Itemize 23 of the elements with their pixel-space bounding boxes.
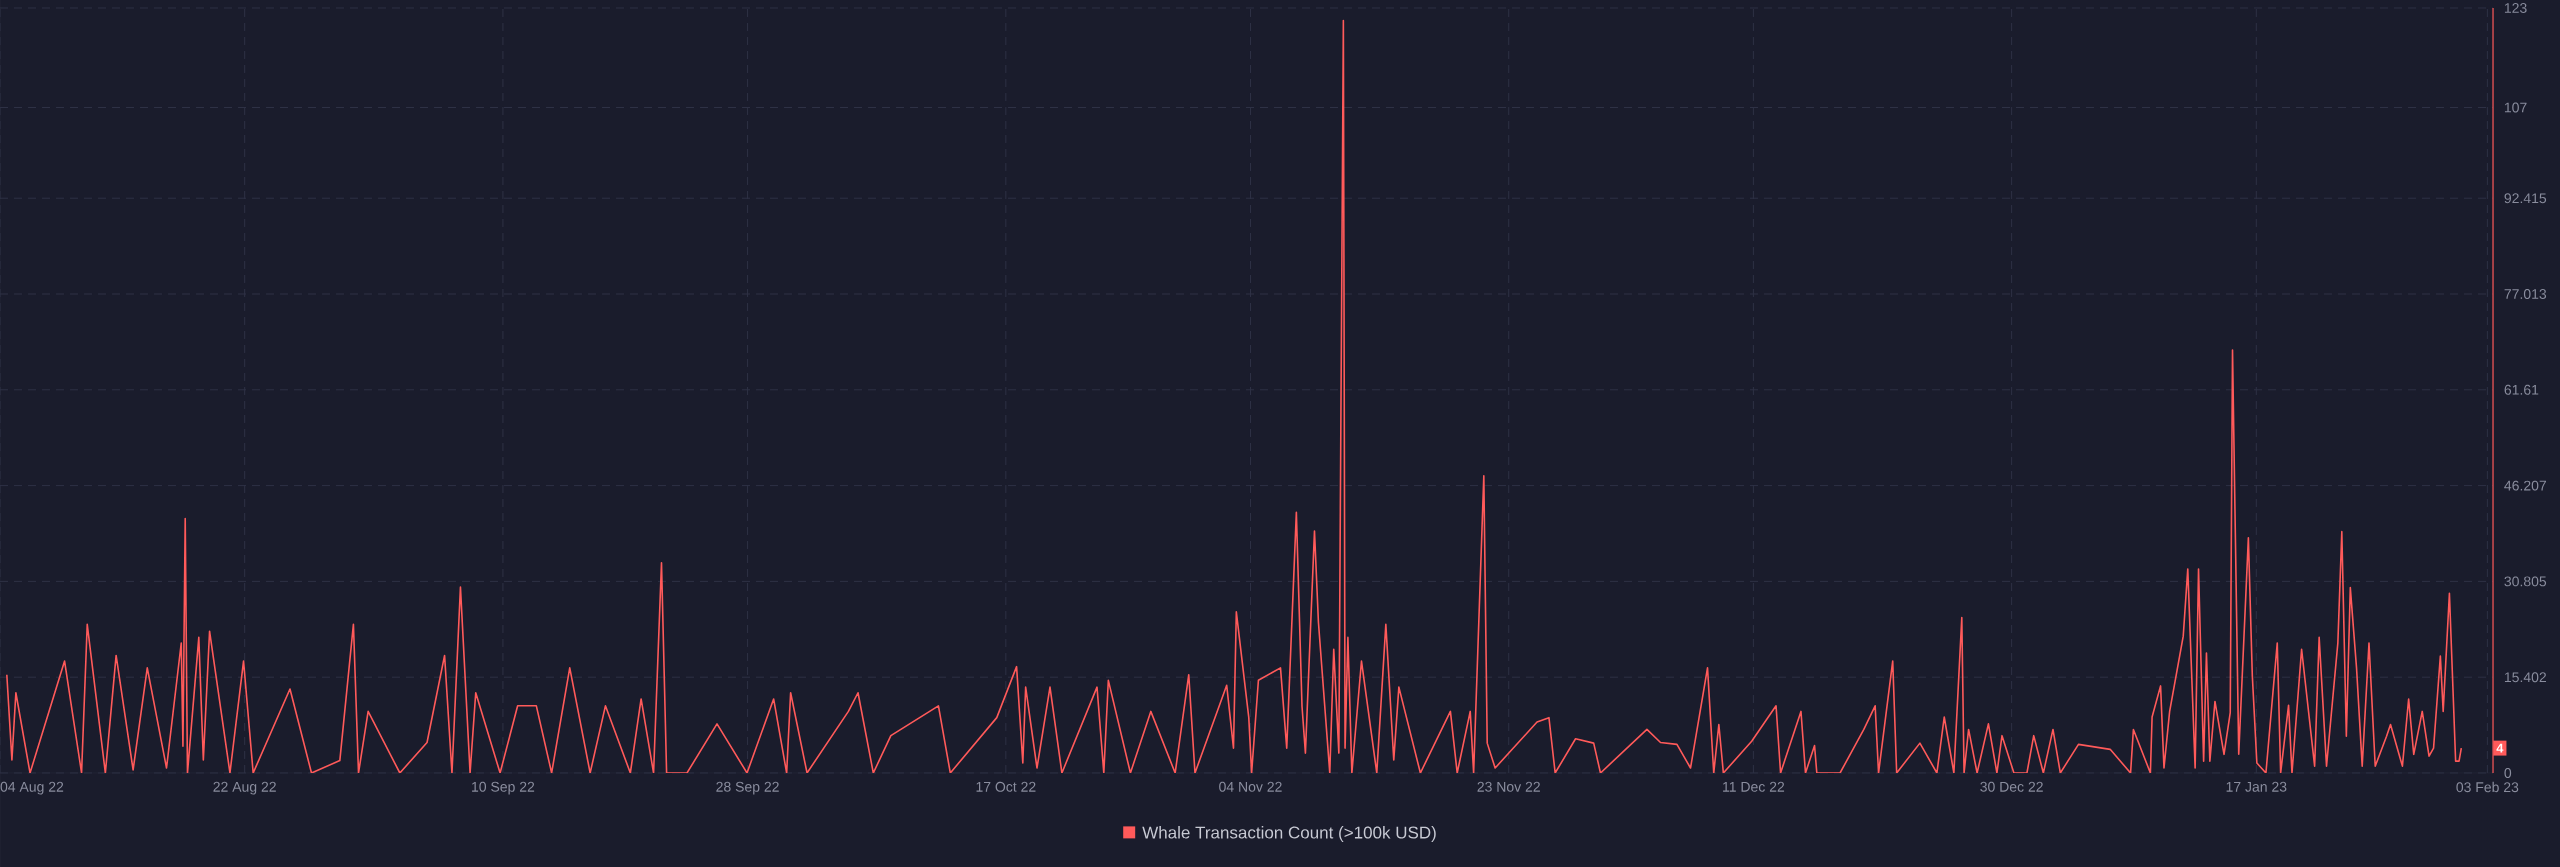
x-tick-label: 23 Nov 22 (1477, 781, 1540, 792)
y-tick-label: 107 (2504, 102, 2527, 113)
x-tick-label: 03 Feb 23 (2456, 781, 2519, 793)
x-tick-label: 04 Nov 22 (1219, 781, 1282, 792)
y-tick-label: 92.415 (2504, 193, 2547, 204)
legend-label: Whale Transaction Count (>100k USD) (1142, 826, 1436, 842)
line-series (6, 19, 2463, 773)
y-tick-label: 61.61 (2504, 384, 2539, 395)
x-tick-label: 30 Dec 22 (1980, 781, 2043, 792)
y-tick-label: 123 (2504, 3, 2527, 13)
x-tick-label: 17 Jan 23 (2226, 781, 2287, 792)
x-tick-label: 10 Sep 22 (472, 781, 535, 795)
x-tick-label: 28 Sep 22 (716, 781, 779, 795)
y-tick-label: 30.805 (2504, 576, 2547, 587)
y-tick-label: 46.207 (2504, 480, 2546, 491)
x-tick-label: 22 Aug 22 (213, 781, 276, 795)
x-tick-label: 11 Dec 22 (1723, 781, 1785, 792)
y-tick-label: 0 (2504, 768, 2512, 778)
x-tick-label: 04 Aug 22 (0, 781, 64, 795)
y-tick-label: 15.402 (2504, 672, 2546, 683)
y-tick-label: 77.013 (2504, 289, 2547, 299)
annotation: 4 (2496, 743, 2504, 753)
x-tick-label: 17 Oct 22 (976, 781, 1036, 792)
